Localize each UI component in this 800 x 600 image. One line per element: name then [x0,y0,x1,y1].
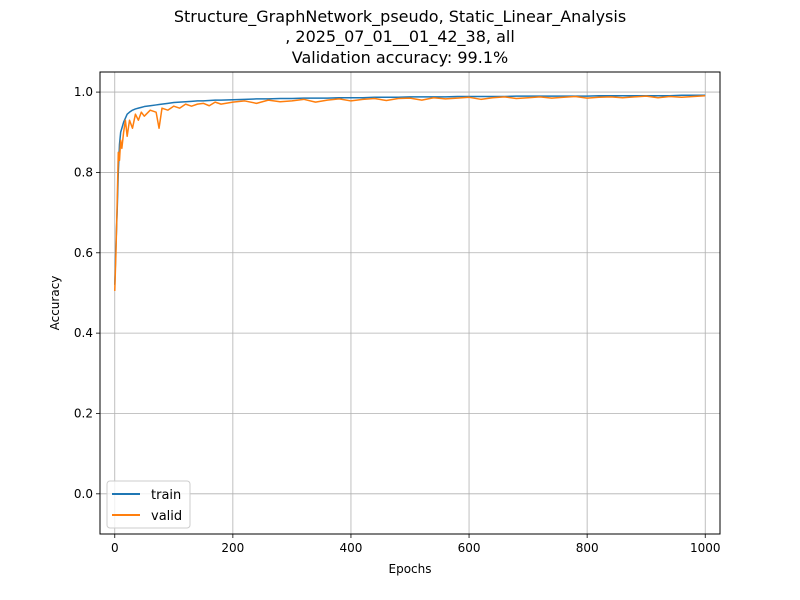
legend: train valid [106,480,191,529]
legend-label-valid: valid [151,509,182,524]
x-tick-label: 1000 [690,541,721,555]
chart-title-line-3: Validation accuracy: 99.1% [291,48,509,67]
tick-layer: 0 200 400 600 800 1000 0.0 0.2 0.4 0.6 0.8 1.0 [74,85,721,555]
series-line-valid [114,94,706,291]
y-tick-label: 0.6 [74,246,93,260]
chart-title-line-2: , 2025_07_01__01_42_38, all [285,27,515,46]
x-tick-label: 600 [458,541,481,555]
x-tick-label: 400 [339,541,362,555]
grid-layer [100,72,720,534]
legend-box [106,480,191,529]
y-tick-label: 0.8 [74,165,93,179]
plot-frame [99,71,721,535]
x-tick-label: 800 [576,541,599,555]
y-axis-label: Accuracy [48,276,62,331]
x-axis-label: Epochs [389,562,432,576]
series-layer [114,94,706,291]
y-tick-label: 1.0 [74,85,93,99]
y-tick-label: 0.0 [74,487,93,501]
y-tick-label: 0.2 [74,406,93,420]
series-line-train [114,94,706,285]
y-tick-label: 0.4 [74,326,93,340]
x-tick-label: 0 [111,541,119,555]
legend-label-train: train [151,488,181,503]
chart-title-line-1: Structure_GraphNetwork_pseudo, Static_Li… [173,7,627,26]
x-tick-label: 200 [221,541,244,555]
